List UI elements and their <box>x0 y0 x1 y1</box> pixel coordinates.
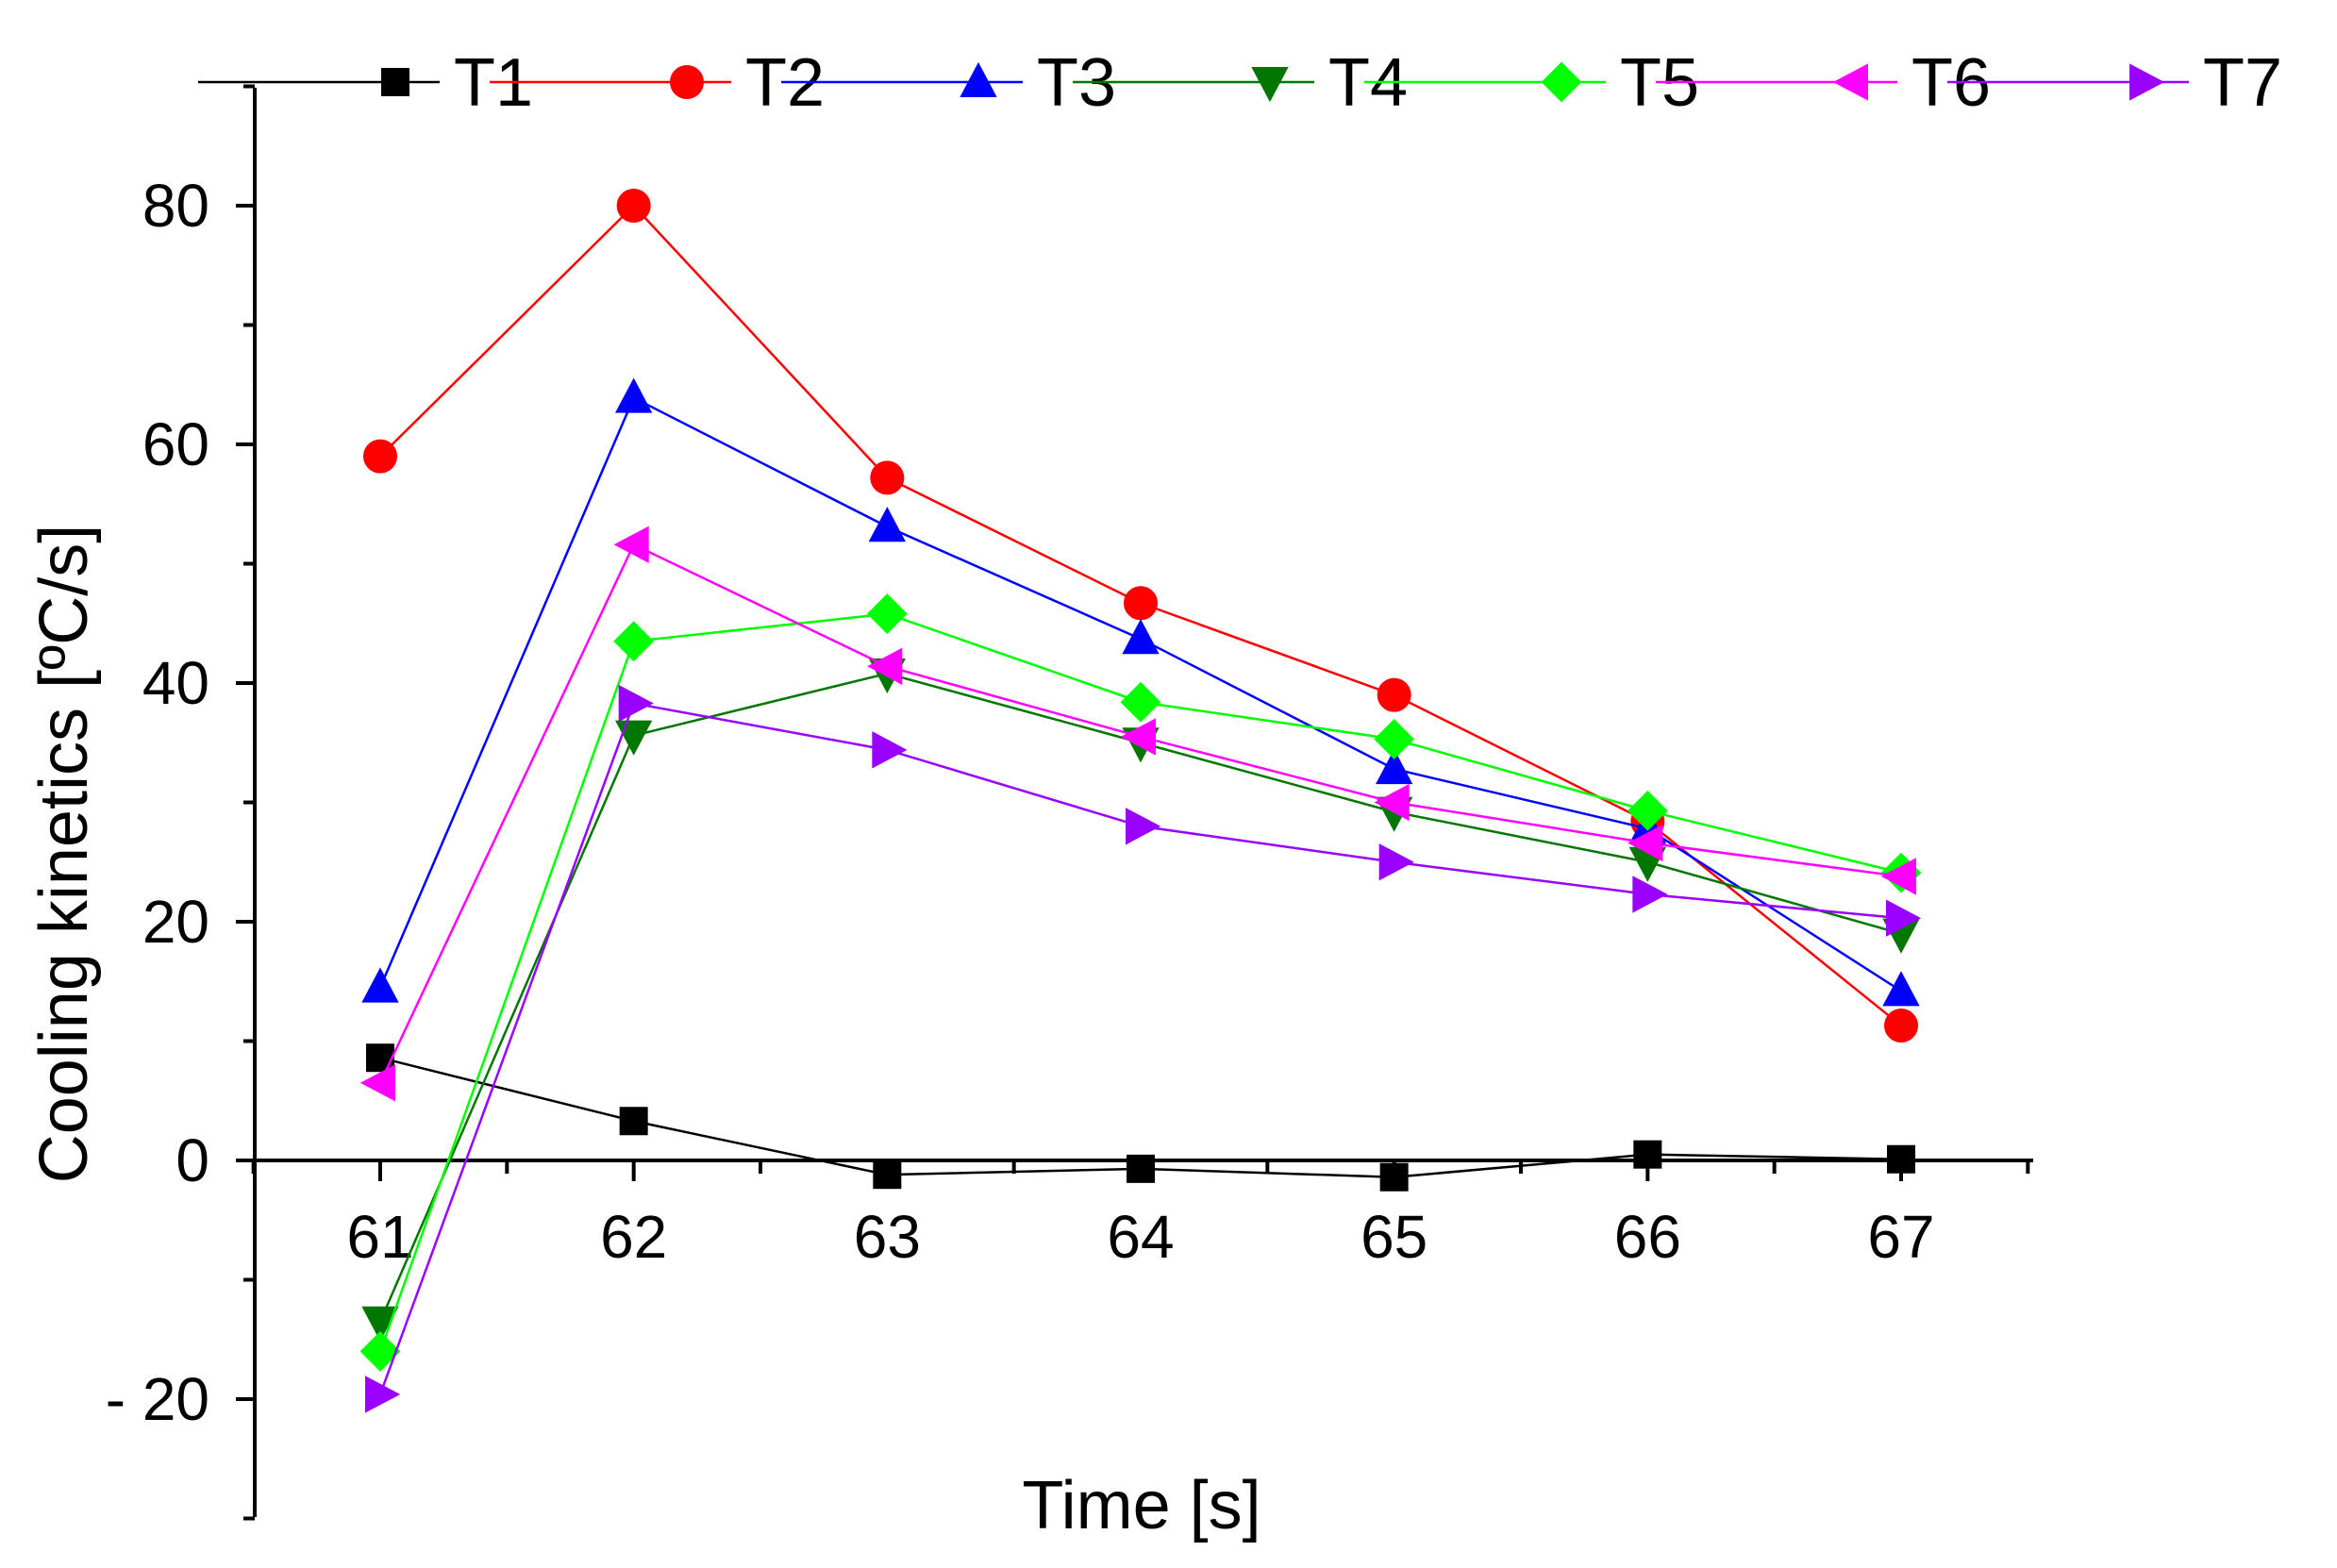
data-point-T2 <box>1124 586 1158 621</box>
series-T7 <box>365 684 1922 1413</box>
data-point-T7 <box>618 684 654 723</box>
legend-marker <box>2129 63 2165 101</box>
legend-item-T5: T5 <box>1364 45 1699 121</box>
data-point-T5 <box>866 593 908 635</box>
y-tick-label: - 20 <box>106 1365 209 1433</box>
legend-marker <box>1832 63 1868 101</box>
y-tick-label: 40 <box>142 649 209 717</box>
legend-marker <box>1251 67 1289 103</box>
data-point-T2 <box>616 189 651 223</box>
series-T2 <box>363 189 1918 1043</box>
legend-item-T2: T2 <box>490 45 825 121</box>
legend-item-T3: T3 <box>781 45 1116 121</box>
legend-label: T7 <box>2203 45 2282 121</box>
data-point-T1 <box>1887 1144 1915 1174</box>
data-point-T7 <box>1126 808 1161 845</box>
axes: - 20 0 20 40 60 80 61 62 63 64 65 66 67 <box>106 84 2033 1521</box>
y-tick-label: 60 <box>142 410 209 478</box>
data-point-T2 <box>870 460 905 495</box>
data-point-T2 <box>363 439 397 474</box>
x-tick-label: 67 <box>1867 1203 1934 1271</box>
data-point-T3 <box>1376 748 1413 785</box>
data-point-T1 <box>1633 1140 1662 1169</box>
legend-marker <box>381 68 409 96</box>
data-point-T7 <box>1378 843 1414 881</box>
y-ticks: - 20 0 20 40 60 80 <box>106 84 255 1521</box>
data-point-T6 <box>613 525 649 563</box>
data-point-T6 <box>1374 783 1410 822</box>
series-group <box>359 189 1922 1413</box>
series-T3 <box>361 377 1920 1007</box>
legend-marker <box>1541 61 1582 103</box>
legend-item-T4: T4 <box>1073 45 1408 121</box>
legend-item-T7: T7 <box>1947 45 2282 121</box>
x-tick-label: 62 <box>600 1203 667 1271</box>
x-axis-title: Time [s] <box>1022 1468 1260 1543</box>
series-T1 <box>366 1043 1915 1192</box>
data-point-T3 <box>1882 971 1920 1007</box>
x-tick-label: 61 <box>346 1203 413 1271</box>
x-tick-label: 66 <box>1614 1203 1681 1271</box>
y-tick-label: 0 <box>175 1126 209 1194</box>
y-tick-label: 20 <box>142 888 209 956</box>
legend-item-T6: T6 <box>1656 45 1991 121</box>
data-point-T7 <box>1632 876 1668 913</box>
data-point-T3 <box>361 967 399 1003</box>
data-point-T1 <box>1379 1162 1409 1192</box>
data-point-T2 <box>1884 1009 1918 1043</box>
x-tick-label: 65 <box>1360 1203 1427 1271</box>
data-point-T1 <box>366 1043 394 1073</box>
data-point-T6 <box>1120 718 1156 756</box>
data-point-T5 <box>1374 719 1415 759</box>
data-point-T7 <box>365 1376 401 1413</box>
data-point-T7 <box>1886 899 1922 937</box>
data-point-T4 <box>361 1306 399 1342</box>
data-point-T5 <box>1120 681 1161 723</box>
y-tick-label: 80 <box>142 172 209 240</box>
data-point-T6 <box>1880 858 1916 895</box>
data-point-T6 <box>867 647 903 685</box>
data-point-T6 <box>359 1064 395 1102</box>
data-point-T6 <box>1628 824 1663 862</box>
data-point-T5 <box>1627 790 1668 831</box>
data-point-T3 <box>615 377 653 413</box>
data-point-T3 <box>1122 619 1160 655</box>
data-point-T7 <box>872 731 908 769</box>
legend-item-T1: T1 <box>198 45 533 121</box>
x-tick-label: 63 <box>854 1203 921 1271</box>
legend-marker <box>960 61 997 97</box>
data-point-T5 <box>359 1330 401 1372</box>
data-point-T1 <box>873 1160 902 1190</box>
legend-marker <box>670 65 704 99</box>
data-point-T3 <box>868 507 906 542</box>
y-axis-title: Cooling kinetics [ºC/s] <box>26 525 102 1184</box>
x-tick-label: 64 <box>1107 1203 1174 1271</box>
data-point-T1 <box>619 1107 648 1136</box>
data-point-T1 <box>1127 1154 1155 1183</box>
x-ticks: 61 62 63 64 65 66 67 <box>251 1160 2030 1271</box>
data-point-T2 <box>1377 677 1411 712</box>
series-line-T7 <box>378 702 1902 1395</box>
series-T6 <box>359 525 1916 1102</box>
legend: T1 T2 T3 T4 T5 T6 T7 <box>198 45 2282 121</box>
data-point-T5 <box>613 621 655 662</box>
